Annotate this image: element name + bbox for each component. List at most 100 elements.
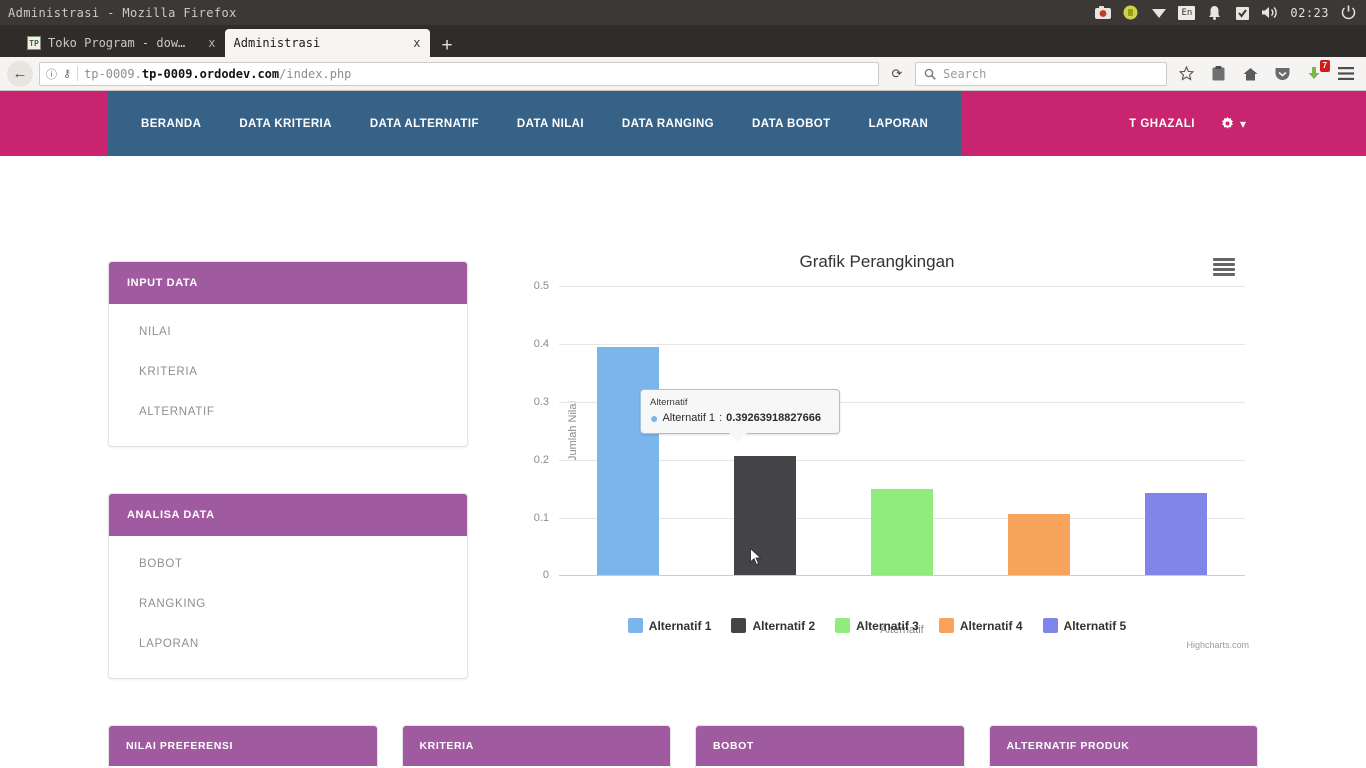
tab-toko-program[interactable]: TP Toko Program - dow… x (18, 29, 225, 57)
close-icon[interactable]: x (208, 36, 216, 50)
panel-link-alternatif[interactable]: ALTERNATIF (139, 406, 215, 418)
nav-item-data-bobot[interactable]: DATA BOBOT (752, 117, 831, 130)
mouse-cursor (750, 547, 763, 567)
bottom-cards-row: NILAI PREFERENSI 1. Sangat Baik (5) 2. B… (108, 725, 1258, 768)
bar-alternatif-2[interactable] (733, 456, 796, 575)
favicon-icon: TP (27, 36, 41, 50)
bar-alternatif-3[interactable] (871, 488, 933, 575)
card-bobot: BOBOT 0.277777777777778 0.16666666666667… (695, 725, 965, 768)
legend-item[interactable]: Alternatif 5 (1042, 618, 1126, 633)
back-arrow-icon[interactable]: ← (7, 60, 33, 87)
legend-item[interactable]: Alternatif 4 (938, 618, 1023, 633)
download-badge: 7 (1319, 59, 1330, 72)
tooltip-value: 0.39263918827666 (726, 412, 821, 424)
tab-strip: TP Toko Program - dow… x Administrasi x … (0, 25, 1366, 57)
url-text: tp-0009.tp-0009.ordodev.com/index.php (84, 66, 352, 81)
legend-item[interactable]: Alternatif 1 (627, 618, 712, 633)
url-divider (77, 66, 79, 81)
card: INPUT DATA NILAI KRITERIA ALTERNATIF (108, 261, 468, 447)
circle-indicator-icon[interactable] (1122, 4, 1139, 21)
y-tick: 0 (542, 569, 549, 581)
volume-icon[interactable] (1262, 4, 1279, 21)
url-domain-strong: tp-0009.ordodev.com (141, 66, 280, 81)
nav-item-beranda[interactable]: BERANDA (141, 117, 202, 130)
hamburger-menu-icon[interactable] (1333, 61, 1359, 87)
main-navigation: BERANDA DATA KRITERIA DATA ALTERNATIF DA… (108, 91, 962, 156)
legend-label: Alternatif 1 (648, 618, 712, 633)
clipboard-icon[interactable] (1205, 61, 1231, 87)
panel-link-kriteria[interactable]: KRITERIA (139, 366, 198, 378)
panel-link-bobot[interactable]: BOBOT (139, 558, 183, 570)
tab-administrasi[interactable]: Administrasi x (224, 29, 430, 57)
nav-item-data-ranging[interactable]: DATA RANGING (621, 117, 715, 130)
permissions-key-icon[interactable]: ⚷ (63, 68, 72, 80)
tooltip-arrow (729, 433, 747, 442)
user-area: T GHAZALI ▾ (1129, 91, 1246, 156)
search-placeholder: Search (943, 66, 987, 81)
card: ANALISA DATA BOBOT RANGKING LAPORAN (108, 493, 468, 679)
bar-alternatif-1[interactable] (596, 347, 659, 575)
home-icon[interactable] (1237, 61, 1263, 87)
bell-icon[interactable] (1206, 4, 1223, 21)
legend-swatch (627, 618, 643, 633)
card-nilai-preferensi: NILAI PREFERENSI 1. Sangat Baik (5) 2. B… (108, 725, 378, 768)
chart-tooltip: Alternatif ● Alternatif 1: 0.39263918827… (640, 389, 840, 444)
chart-x-axis-label: Alternatif (880, 624, 924, 636)
legend-swatch (731, 618, 747, 633)
gridline: 0.4 (534, 338, 1245, 350)
nav-item-data-nilai[interactable]: DATA NILAI (516, 117, 584, 130)
tooltip-separator: : (719, 412, 723, 424)
star-icon[interactable] (1173, 61, 1199, 87)
site-header: BERANDA DATA KRITERIA DATA ALTERNATIF DA… (0, 91, 1366, 156)
bar-alternatif-5[interactable] (1145, 492, 1208, 575)
chart-plot-area: Jumlah Nilai 0.5 0.4 0.3 0.2 0.1 0 Alter (534, 280, 1245, 636)
settings-dropdown[interactable]: ▾ (1221, 117, 1246, 131)
pocket-icon[interactable] (1269, 61, 1295, 87)
page-info-icon[interactable]: ⓘ (46, 68, 57, 81)
chevron-down-icon: ▾ (1239, 116, 1246, 131)
legend-item[interactable]: Alternatif 3 (835, 618, 919, 633)
tasks-icon[interactable] (1234, 4, 1251, 21)
legend-label: Alternatif 3 (856, 618, 919, 633)
search-input[interactable]: Search (915, 61, 1167, 86)
url-path: /index.php (279, 66, 352, 81)
bar-alternatif-4[interactable] (1008, 514, 1071, 575)
window-title: Administrasi - Mozilla Firefox (8, 5, 237, 20)
wifi-icon[interactable] (1150, 4, 1167, 21)
chart-credit[interactable]: Highcharts.com (1186, 640, 1249, 650)
reload-icon[interactable]: ⟳ (891, 65, 903, 81)
chart-context-menu-icon[interactable] (1213, 258, 1235, 276)
nav-item-laporan[interactable]: LAPORAN (868, 117, 929, 130)
input-data-panel: INPUT DATA NILAI KRITERIA ALTERNATIF (108, 261, 468, 447)
new-tab-button[interactable]: + (441, 35, 453, 56)
camera-icon[interactable] (1094, 4, 1111, 21)
close-icon[interactable]: x (413, 36, 421, 50)
keyboard-layout-indicator[interactable]: En (1178, 4, 1196, 21)
panel-title: NILAI PREFERENSI (109, 726, 377, 766)
tray-clock[interactable]: 02:23 (1290, 5, 1329, 20)
legend-label: Alternatif 4 (959, 618, 1023, 633)
y-tick: 0.5 (533, 280, 549, 292)
gear-icon (1221, 117, 1233, 129)
gridline: 0.3 (534, 396, 1245, 408)
panel-link-rangking[interactable]: RANGKING (139, 598, 206, 610)
panel-link-laporan[interactable]: LAPORAN (139, 638, 199, 650)
page-viewport: BERANDA DATA KRITERIA DATA ALTERNATIF DA… (0, 91, 1366, 768)
nav-item-data-alternatif[interactable]: DATA ALTERNATIF (369, 117, 479, 130)
download-icon[interactable]: 7 (1301, 59, 1330, 87)
power-icon[interactable] (1340, 4, 1357, 21)
y-tick: 0.2 (533, 454, 549, 466)
browser-chrome: TP Toko Program - dow… x Administrasi x … (0, 25, 1366, 91)
panel-body: NILAI KRITERIA ALTERNATIF (109, 304, 467, 446)
panel-link-nilai[interactable]: NILAI (139, 326, 172, 338)
chart-legend: Alternatif 1 Alternatif 2 Alternatif 3 A… (497, 618, 1257, 633)
legend-item[interactable]: Alternatif 2 (731, 618, 815, 633)
os-title-bar: Administrasi - Mozilla Firefox En (0, 0, 1366, 25)
nav-item-data-kriteria[interactable]: DATA KRITERIA (239, 117, 332, 130)
tooltip-series: Alternatif 1 (662, 412, 716, 424)
system-tray: En 02:23 (1094, 4, 1366, 21)
tooltip-row: ● Alternatif 1: 0.39263918827666 (650, 410, 821, 426)
y-tick: 0.3 (533, 396, 549, 408)
url-bar[interactable]: ⓘ ⚷ tp-0009.tp-0009.ordodev.com/index.ph… (39, 61, 879, 86)
